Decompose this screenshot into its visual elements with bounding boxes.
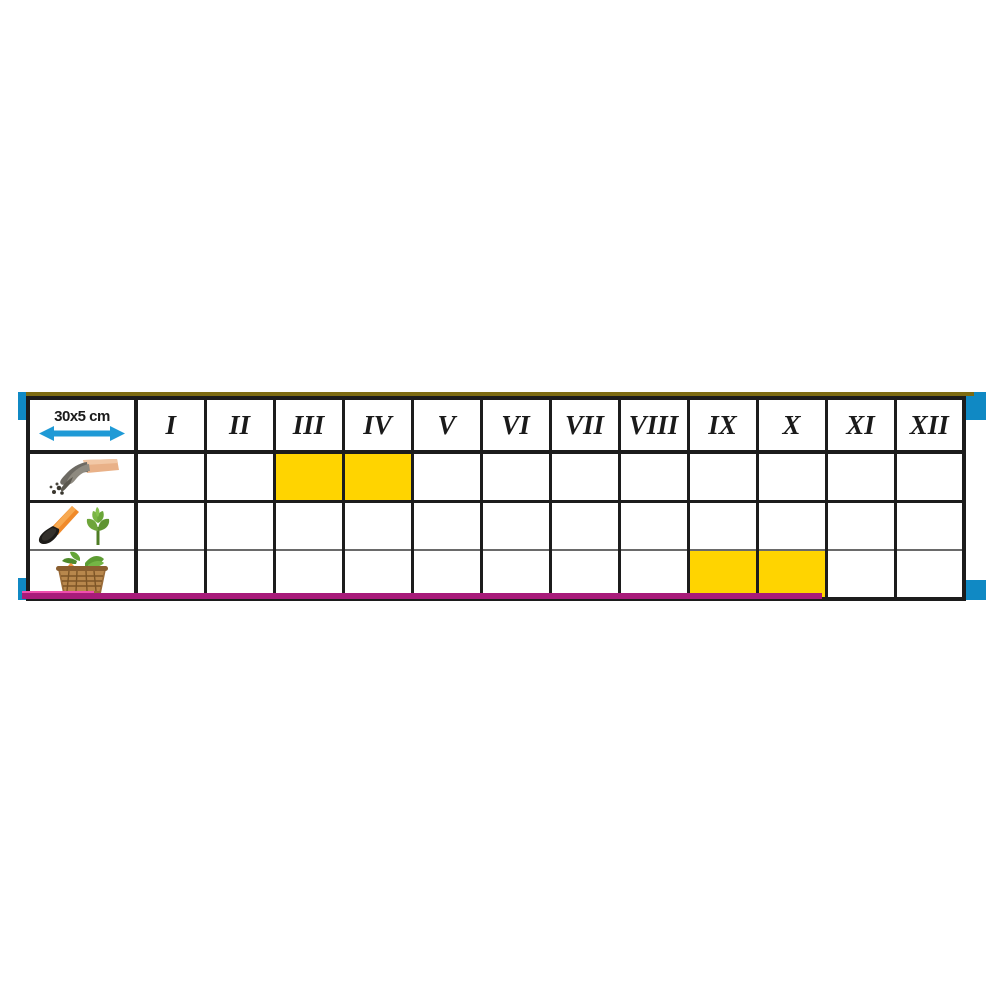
cell-plant-8[interactable] <box>618 500 690 551</box>
top-rule <box>26 392 974 396</box>
cell-harvest-2[interactable] <box>204 549 276 601</box>
spacing-header-cell: 30x5 cm <box>27 397 138 454</box>
month-header-12: XII <box>894 397 966 454</box>
row-icon-cell-plant <box>27 500 138 551</box>
month-label: III <box>292 409 325 440</box>
month-header-4: IV <box>342 397 414 454</box>
cell-sow-10[interactable] <box>756 451 828 503</box>
cell-sow-5[interactable] <box>411 451 483 503</box>
cell-plant-5[interactable] <box>411 500 483 551</box>
month-header-5: V <box>411 397 483 454</box>
cell-plant-3[interactable] <box>273 500 345 551</box>
month-header-8: VIII <box>618 397 690 454</box>
cell-sow-1[interactable] <box>135 451 207 503</box>
cell-harvest-8[interactable] <box>618 549 690 601</box>
month-label: IV <box>363 409 392 440</box>
spacing-label: 30x5 cm <box>54 407 110 425</box>
month-header-9: IX <box>687 397 759 454</box>
hand-sowing-seeds-icon <box>49 459 119 495</box>
cell-plant-1[interactable] <box>135 500 207 551</box>
cell-harvest-1[interactable] <box>135 549 207 601</box>
month-label: VIII <box>628 409 679 440</box>
cell-harvest-9[interactable] <box>687 549 759 601</box>
cell-plant-2[interactable] <box>204 500 276 551</box>
month-header-11: XI <box>825 397 897 454</box>
corner-tab-bottom-right <box>960 580 986 600</box>
cell-plant-4[interactable] <box>342 500 414 551</box>
cell-sow-7[interactable] <box>549 451 621 503</box>
cell-plant-12[interactable] <box>894 500 966 551</box>
cell-plant-7[interactable] <box>549 500 621 551</box>
cell-sow-6[interactable] <box>480 451 552 503</box>
cell-harvest-12[interactable] <box>894 549 966 601</box>
cell-sow-3[interactable] <box>273 451 345 503</box>
cell-sow-8[interactable] <box>618 451 690 503</box>
month-label: V <box>437 409 456 440</box>
cell-plant-9[interactable] <box>687 500 759 551</box>
cell-harvest-7[interactable] <box>549 549 621 601</box>
cell-sow-2[interactable] <box>204 451 276 503</box>
spade-and-seedling-icon <box>38 506 110 545</box>
month-label: VII <box>564 409 605 440</box>
planting-calendar: 30x5 cm I II III IV V VI VII VIII IX <box>18 390 986 605</box>
cell-plant-11[interactable] <box>825 500 897 551</box>
month-header-3: III <box>273 397 345 454</box>
cell-harvest-3[interactable] <box>273 549 345 601</box>
calendar-row-plant <box>27 500 966 551</box>
row-icon-cell-sow <box>27 451 138 503</box>
cell-harvest-5[interactable] <box>411 549 483 601</box>
cell-harvest-10[interactable] <box>756 549 828 601</box>
month-header-6: VI <box>480 397 552 454</box>
calendar-header-row: 30x5 cm I II III IV V VI VII VIII IX <box>27 397 966 454</box>
bottom-rule <box>22 593 822 599</box>
cell-harvest-4[interactable] <box>342 549 414 601</box>
cell-sow-9[interactable] <box>687 451 759 503</box>
cell-sow-11[interactable] <box>825 451 897 503</box>
month-header-10: X <box>756 397 828 454</box>
calendar-row-sow <box>27 451 966 503</box>
month-header-7: VII <box>549 397 621 454</box>
month-header-1: I <box>135 397 207 454</box>
month-label: I <box>165 409 176 440</box>
calendar-table: 30x5 cm I II III IV V VI VII VIII IX <box>26 396 966 601</box>
cell-sow-4[interactable] <box>342 451 414 503</box>
cell-sow-12[interactable] <box>894 451 966 503</box>
month-label: IX <box>708 409 737 440</box>
cell-plant-10[interactable] <box>756 500 828 551</box>
harvest-basket-icon <box>56 551 108 593</box>
month-label: X <box>782 409 801 440</box>
month-header-2: II <box>204 397 276 454</box>
month-label: II <box>228 409 250 440</box>
cell-harvest-6[interactable] <box>480 549 552 601</box>
month-label: VI <box>501 409 530 440</box>
spacing-arrow-icon <box>39 425 125 441</box>
calendar-body <box>27 451 966 601</box>
month-label: XII <box>909 409 949 440</box>
cell-harvest-11[interactable] <box>825 549 897 601</box>
month-label: XI <box>846 409 875 440</box>
cell-plant-6[interactable] <box>480 500 552 551</box>
calendar-row-harvest <box>27 549 966 601</box>
